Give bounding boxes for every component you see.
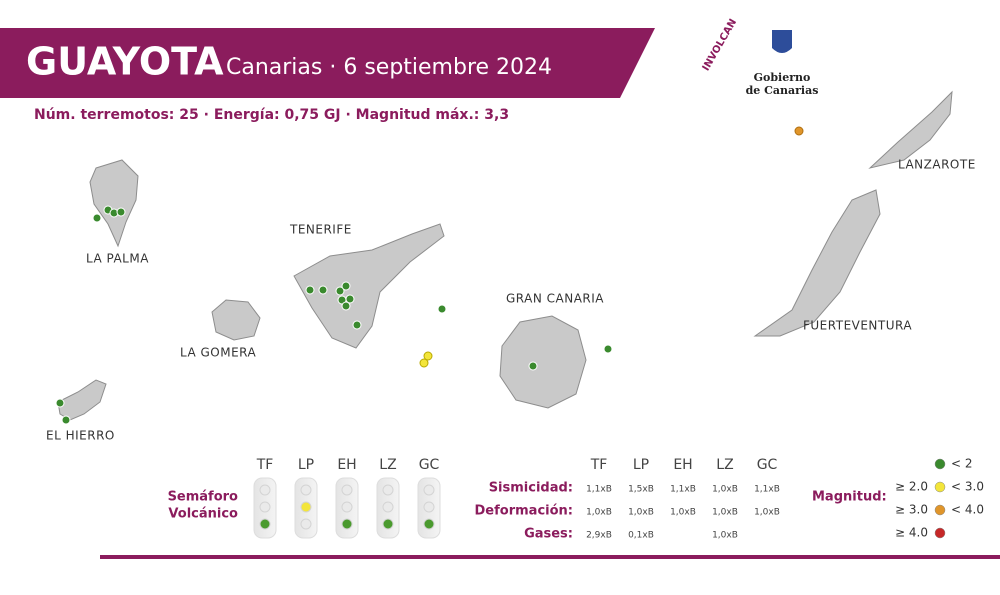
earthquakes bbox=[55, 126, 804, 425]
light-off bbox=[382, 484, 394, 496]
table-cell: 1,0xB bbox=[754, 508, 780, 518]
light-off bbox=[382, 501, 394, 513]
header-subtitle: · Canarias · 6 septiembre 2024 bbox=[212, 55, 552, 80]
light-off bbox=[300, 518, 312, 530]
header-title: GUAYOTA bbox=[26, 40, 224, 84]
table-cell: 0,1xB bbox=[628, 531, 654, 541]
light-on bbox=[341, 518, 353, 530]
table-header: LZ bbox=[716, 457, 733, 473]
table-cell: 2,9xB bbox=[586, 531, 612, 541]
light-off bbox=[259, 484, 271, 496]
island bbox=[499, 315, 587, 409]
semaphore-header: EH bbox=[337, 457, 356, 473]
light-on bbox=[259, 518, 271, 530]
island-label: TENERIFE bbox=[289, 223, 352, 237]
island bbox=[293, 223, 445, 349]
island bbox=[57, 379, 107, 421]
legend-upper: < 2 bbox=[951, 457, 973, 471]
earthquake bbox=[794, 126, 804, 136]
row-label: Gases: bbox=[524, 527, 573, 542]
table-header: GC bbox=[757, 457, 778, 473]
earthquake bbox=[335, 286, 345, 296]
panels: Semáforo Volcánico TF LP EH LZ GC TF LP EH LZ GC Sis… bbox=[168, 457, 984, 542]
legend-swatch bbox=[934, 481, 946, 493]
legend-lower: ≥ 2.0 bbox=[895, 480, 928, 494]
legend-title: Magnitud: bbox=[812, 490, 887, 505]
summary: Núm. terremotos: 25 · Energía: 0,75 GJ ·… bbox=[34, 107, 509, 123]
legend-swatch bbox=[934, 504, 946, 516]
light-off bbox=[423, 484, 435, 496]
light-on bbox=[382, 518, 394, 530]
light-off bbox=[423, 501, 435, 513]
table-cell: 1,0xB bbox=[670, 508, 696, 518]
light-off bbox=[341, 501, 353, 513]
table-cell: 1,1xB bbox=[586, 485, 612, 495]
island-label: LA PALMA bbox=[86, 252, 149, 266]
table-header: TF bbox=[590, 457, 608, 473]
row-label: Deformación: bbox=[475, 504, 573, 519]
earthquake bbox=[341, 281, 351, 291]
light-on bbox=[423, 518, 435, 530]
island-label: EL HIERRO bbox=[46, 429, 115, 443]
semaphore-header: TF bbox=[256, 457, 274, 473]
header-band bbox=[0, 28, 655, 98]
logo-involcan: INVOLCAN bbox=[701, 17, 740, 73]
table-cell: 1,0xB bbox=[586, 508, 612, 518]
table-cell: 1,0xB bbox=[712, 508, 738, 518]
shield bbox=[772, 30, 792, 53]
light-off bbox=[341, 484, 353, 496]
table-cell: 1,1xB bbox=[670, 485, 696, 495]
island bbox=[89, 159, 139, 248]
island-label: LANZAROTE bbox=[898, 158, 976, 172]
map: LA PALMA TENERIFE LA GOMERA EL HIERRO GR… bbox=[46, 90, 976, 443]
earthquake bbox=[345, 294, 355, 304]
island-label: GRAN CANARIA bbox=[506, 292, 604, 306]
light-on bbox=[300, 501, 312, 513]
light-off bbox=[300, 484, 312, 496]
legend-swatch bbox=[934, 527, 946, 539]
earthquake bbox=[55, 398, 65, 408]
row-label: Sismicidad: bbox=[489, 481, 573, 496]
earthquake bbox=[603, 344, 613, 354]
semaphore-header: LZ bbox=[379, 457, 396, 473]
earthquake bbox=[341, 301, 351, 311]
earthquake bbox=[92, 213, 102, 223]
table-cell: 1,1xB bbox=[754, 485, 780, 495]
semaphore-header: LP bbox=[298, 457, 314, 473]
earthquake bbox=[423, 351, 433, 361]
legend-upper: < 3.0 bbox=[951, 480, 984, 494]
table-cell: 1,0xB bbox=[712, 531, 738, 541]
legend-swatch bbox=[934, 458, 946, 470]
legend-lower: ≥ 4.0 bbox=[895, 526, 928, 540]
earthquake bbox=[318, 285, 328, 295]
table-cell: 1,5xB bbox=[628, 485, 654, 495]
island bbox=[211, 299, 261, 341]
earthquake bbox=[61, 415, 71, 425]
semaphore-header: GC bbox=[419, 457, 440, 473]
earthquake bbox=[305, 285, 315, 295]
island bbox=[868, 90, 953, 169]
island-label: FUERTEVENTURA bbox=[803, 319, 912, 333]
table-cell: 1,0xB bbox=[628, 508, 654, 518]
table-cell: 1,0xB bbox=[712, 485, 738, 495]
island-label: LA GOMERA bbox=[180, 346, 257, 360]
legend-lower: ≥ 3.0 bbox=[895, 503, 928, 517]
logo-gobierno: de Canarias bbox=[746, 84, 819, 97]
light-off bbox=[259, 501, 271, 513]
earthquake bbox=[352, 320, 362, 330]
table-header: LP bbox=[633, 457, 649, 473]
semaphore-title: Semáforo bbox=[168, 490, 238, 505]
semaphore-title: Volcánico bbox=[168, 507, 238, 522]
earthquake bbox=[419, 358, 429, 368]
logo-gobierno: Gobierno bbox=[754, 71, 811, 84]
island bbox=[753, 189, 881, 337]
earthquake bbox=[437, 304, 447, 314]
earthquake bbox=[116, 207, 126, 217]
table-header: EH bbox=[673, 457, 692, 473]
legend-upper: < 4.0 bbox=[951, 503, 984, 517]
earthquake bbox=[528, 361, 538, 371]
